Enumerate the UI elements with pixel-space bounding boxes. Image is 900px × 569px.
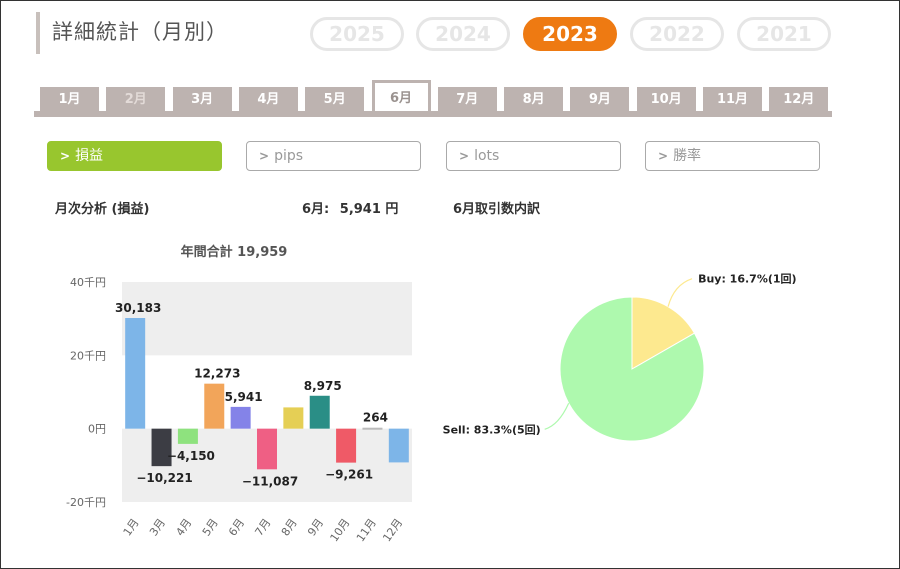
- year-tab-2023[interactable]: 2023: [523, 17, 617, 51]
- bar-11: [388, 428, 409, 463]
- x-tick-label: 3月: [147, 516, 168, 538]
- page-title-text: 詳細統計（月別）: [52, 20, 228, 44]
- y-tick-label: -20千円: [66, 496, 106, 509]
- trade-breakdown-pie-chart: Buy: 16.7%(1回) Sell: 83.3%(5回): [443, 272, 797, 442]
- chevron-right-icon: >: [60, 149, 71, 163]
- bar-value-label: 264: [363, 411, 388, 425]
- metric-button-4[interactable]: > 勝率: [645, 141, 820, 171]
- metric-label: 損益: [75, 148, 104, 164]
- month-tab-6[interactable]: 6月: [371, 80, 431, 117]
- month-value-prefix: 6月:: [302, 202, 330, 217]
- pie-label-buy: Buy: 16.7%(1回): [698, 272, 796, 286]
- bar-4: [204, 383, 225, 429]
- breakdown-label: 6月取引数内訳: [453, 202, 541, 217]
- x-tick-label: 6月: [226, 516, 247, 538]
- y-tick-label: 0円: [88, 423, 106, 436]
- bar-value-label: 8,975: [304, 379, 342, 393]
- bar-6: [257, 428, 277, 470]
- month-tab-2: 2月: [106, 87, 166, 112]
- bar-7: [283, 407, 304, 429]
- metric-label: lots: [474, 148, 500, 164]
- month-tab-5[interactable]: 5月: [305, 87, 365, 112]
- chevron-right-icon: >: [658, 149, 669, 163]
- month-tab-9[interactable]: 9月: [570, 87, 630, 112]
- bar-8: [309, 395, 330, 429]
- chevron-right-icon: >: [459, 149, 470, 163]
- year-tab-2024[interactable]: 2024: [416, 17, 510, 51]
- bar-value-label: −9,261: [325, 468, 373, 482]
- year-tab-2021[interactable]: 2021: [737, 17, 831, 51]
- x-tick-label: 8月: [279, 516, 300, 538]
- bar-value-label: 12,273: [194, 367, 240, 381]
- pie-label-sell: Sell: 83.3%(5回): [443, 422, 541, 436]
- metric-label: 勝率: [673, 148, 702, 164]
- metric-button-1[interactable]: > 損益: [47, 141, 222, 171]
- bar-3: [177, 428, 198, 444]
- month-tab-11[interactable]: 11月: [703, 87, 762, 112]
- chart-title: 年間合計 19,959: [181, 244, 288, 260]
- bar-5: [230, 406, 251, 429]
- x-tick-label: 4月: [173, 516, 194, 538]
- month-tab-10[interactable]: 10月: [636, 87, 696, 112]
- x-tick-label: 7月: [252, 516, 273, 538]
- pie-leader-sell: [544, 403, 570, 430]
- bar-value-label: 5,941: [225, 390, 263, 404]
- metric-button-3[interactable]: > lots: [446, 141, 621, 171]
- chevron-right-icon: >: [259, 149, 270, 163]
- bar-value-label: −4,150: [167, 449, 215, 463]
- tabs-baseline: [34, 111, 832, 117]
- page-title: 詳細統計（月別）: [36, 12, 228, 54]
- month-tab-12[interactable]: 12月: [769, 87, 829, 112]
- bar-10: [362, 427, 383, 430]
- monthly-analysis-label: 月次分析 (損益): [55, 202, 150, 217]
- year-tab-2025[interactable]: 2025: [310, 17, 404, 51]
- pie-leader-buy: [667, 278, 693, 307]
- monthly-pl-bar-chart: 年間合計 19,959 40千円 20千円 0円 -20千円 30,183 1月 −10,22…: [66, 244, 412, 544]
- month-value: 5,941 円: [339, 202, 399, 217]
- x-tick-label: 5月: [200, 516, 221, 538]
- bar-value-label: −10,221: [136, 471, 192, 485]
- month-tab-4[interactable]: 4月: [238, 87, 298, 112]
- x-tick-label: 9月: [305, 516, 326, 538]
- month-tab-1[interactable]: 1月: [40, 87, 99, 112]
- x-tick-label: 10月: [328, 516, 353, 544]
- month-tab-8[interactable]: 8月: [504, 87, 564, 112]
- metric-button-2[interactable]: > pips: [246, 141, 421, 171]
- bar-9: [336, 428, 357, 463]
- y-tick-label: 40千円: [70, 276, 106, 289]
- month-value-label: 6月: 5,941 円: [302, 198, 398, 217]
- metric-label: pips: [274, 148, 304, 164]
- year-tab-2022[interactable]: 2022: [630, 17, 724, 51]
- month-tab-3[interactable]: 3月: [172, 87, 232, 112]
- bar-1: [125, 317, 146, 429]
- x-tick-label: 11月: [354, 516, 379, 544]
- x-tick-label: 12月: [380, 516, 405, 544]
- month-tab-7[interactable]: 7月: [437, 87, 497, 112]
- pie-slice-sell: [559, 296, 705, 442]
- x-tick-label: 1月: [121, 516, 142, 538]
- plot-band: [122, 282, 412, 356]
- pie-slice-buy: [631, 296, 696, 370]
- bar-value-label: −11,087: [242, 474, 298, 488]
- y-tick-label: 20千円: [70, 349, 106, 362]
- bar-value-label: 30,183: [115, 301, 161, 315]
- bar-2: [151, 428, 172, 467]
